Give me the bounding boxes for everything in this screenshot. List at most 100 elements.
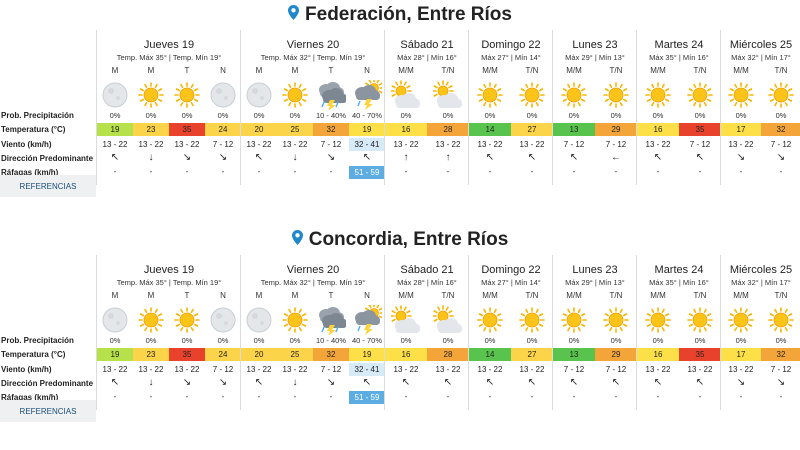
- period-column: M 0% 20 13 - 22 ↖ -: [241, 30, 277, 185]
- wind-speed: 13 - 22: [393, 140, 419, 149]
- period-label: M: [111, 291, 119, 300]
- sun-icon: [559, 80, 589, 110]
- city-name: Federación, Entre Ríos: [305, 4, 512, 25]
- wind-speed: 7 - 12: [770, 140, 792, 149]
- day-name: Sábado 21: [400, 264, 454, 276]
- period-label: M/M: [650, 291, 666, 300]
- period-column: T/N 0% 29 7 - 12 ↖ -: [595, 255, 637, 410]
- gust-speed: -: [404, 392, 408, 401]
- gust-speed: -: [488, 167, 492, 176]
- sun-icon: [136, 80, 166, 110]
- wind-speed: 7 - 12: [320, 365, 342, 374]
- sun-icon: [475, 80, 505, 110]
- day-column: Miércoles 25 Máx 32° | Mín 17° M/M 0% 17 13 -…: [720, 30, 800, 185]
- period-column: M/M 0% 17 13 - 22 ↘ -: [721, 255, 761, 410]
- storm-icon: [316, 80, 347, 111]
- day-name: Martes 24: [654, 264, 704, 276]
- temperature-cell: 35: [169, 348, 205, 361]
- wind-direction-icon: ↘: [326, 377, 336, 388]
- gust-speed: -: [329, 392, 333, 401]
- precip-probability: 0%: [181, 111, 193, 120]
- wind-direction-icon: ↑: [403, 152, 409, 163]
- referencias-button[interactable]: REFERENCIAS: [0, 175, 96, 197]
- precip-probability: 0%: [442, 336, 454, 345]
- period-column: T/N 0% 27 13 - 22 ↖ -: [511, 255, 553, 410]
- period-label: N: [364, 66, 370, 75]
- moon-icon: [244, 80, 274, 110]
- period-label: M: [147, 291, 155, 300]
- city-name: Concordia, Entre Ríos: [308, 229, 509, 250]
- period-label: N: [220, 66, 226, 75]
- precip-probability: 0%: [289, 111, 301, 120]
- referencias-button[interactable]: REFERENCIAS: [0, 400, 96, 422]
- period-column: T/N 0% 35 13 - 22 ↖ -: [679, 255, 721, 410]
- precip-probability: 0%: [652, 111, 664, 120]
- wind-speed: 32 - 41: [349, 363, 385, 376]
- wind-direction-icon: ↖: [362, 377, 372, 388]
- wind-speed: 7 - 12: [563, 365, 585, 374]
- precip-probability: 0%: [253, 336, 265, 345]
- precip-probability: 0%: [775, 111, 787, 120]
- period-column: M/M 0% 16 13 - 22 ↖ -: [637, 255, 679, 410]
- wind-direction-icon: ↖: [485, 377, 495, 388]
- day-column: Lunes 23 Máx 29° | Mín 13° M/M 0% 13 7 - 12 ↖ -…: [552, 255, 637, 410]
- period-column: N 0% 24 7 - 12 ↘ -: [205, 30, 241, 185]
- gust-speed: -: [530, 392, 534, 401]
- period-column: T 10 - 40% 32 7 - 12 ↘ -: [313, 30, 349, 185]
- precip-probability: 0%: [400, 336, 412, 345]
- sun-icon: [172, 80, 202, 110]
- precip-probability: 0%: [442, 111, 454, 120]
- precip-probability: 0%: [484, 336, 496, 345]
- wind-speed: 13 - 22: [645, 365, 671, 374]
- period-label: M: [111, 66, 119, 75]
- city-forecast-section: Federación, Entre Ríos Prob. Precipitació…: [0, 4, 800, 197]
- wind-direction-icon: ↖: [110, 377, 120, 388]
- wind-direction-icon: ↓: [148, 152, 154, 163]
- precip-probability: 0%: [568, 111, 580, 120]
- day-column: Martes 24 Máx 35° | Mín 16° M/M 0% 16 13 - 22…: [636, 30, 721, 185]
- wind-speed: 13 - 22: [645, 140, 671, 149]
- period-label: T/N: [693, 66, 707, 75]
- period-column: M/M 0% 16 13 - 22 ↑ -: [385, 30, 427, 185]
- period-column: T/N 0% 27 13 - 22 ↖ -: [511, 30, 553, 185]
- wind-speed: 7 - 12: [689, 140, 711, 149]
- period-column: T/N 0% 28 13 - 22 ↖ -: [427, 255, 469, 410]
- period-column: T/N 0% 32 7 - 12 ↘ -: [761, 255, 800, 410]
- period-label: M: [255, 291, 263, 300]
- gust-speed: -: [113, 392, 117, 401]
- location-pin-icon: [288, 4, 300, 26]
- gust-speed: -: [698, 392, 702, 401]
- gust-speed: -: [572, 167, 576, 176]
- day-max-min: Máx 32° | Mín 17°: [731, 278, 791, 287]
- precip-probability: 0%: [253, 111, 265, 120]
- period-label: T: [184, 66, 190, 75]
- period-column: M/M 0% 13 7 - 12 ↖ -: [553, 255, 595, 410]
- wind-direction-icon: ↘: [776, 377, 786, 388]
- wind-speed: 13 - 22: [477, 140, 503, 149]
- period-label: T: [328, 66, 334, 75]
- wind-speed: 13 - 22: [435, 365, 461, 374]
- period-column: T/N 0% 35 7 - 12 ↖ -: [679, 30, 721, 185]
- temperature-cell: 23: [133, 123, 169, 136]
- gust-speed: -: [614, 392, 618, 401]
- day-column: Jueves 19 Temp. Máx 35° | Temp. Mín 19° M 0…: [96, 255, 241, 410]
- period-label: T/N: [441, 66, 455, 75]
- wind-speed: 13 - 22: [246, 140, 272, 149]
- day-max-min: Máx 28° | Mín 16°: [397, 53, 457, 62]
- sun-icon: [280, 80, 310, 110]
- wind-speed: 13 - 22: [282, 365, 308, 374]
- wind-speed: 13 - 22: [102, 365, 128, 374]
- row-label-dir: Dirección Predominante: [1, 379, 94, 388]
- period-label: T/N: [609, 291, 623, 300]
- storm-icon: [316, 305, 347, 336]
- wind-speed: 13 - 22: [519, 140, 545, 149]
- gust-speed: -: [656, 167, 660, 176]
- period-column: T 0% 35 13 - 22 ↘ -: [169, 255, 205, 410]
- wind-speed: 13 - 22: [174, 365, 200, 374]
- wind-speed: 7 - 12: [212, 140, 234, 149]
- sun-icon: [517, 305, 547, 335]
- row-label-wind: Viento (km/h): [1, 365, 52, 374]
- temperature-cell: 32: [313, 123, 349, 136]
- wind-direction-icon: ↖: [695, 377, 705, 388]
- period-label: M/M: [482, 291, 498, 300]
